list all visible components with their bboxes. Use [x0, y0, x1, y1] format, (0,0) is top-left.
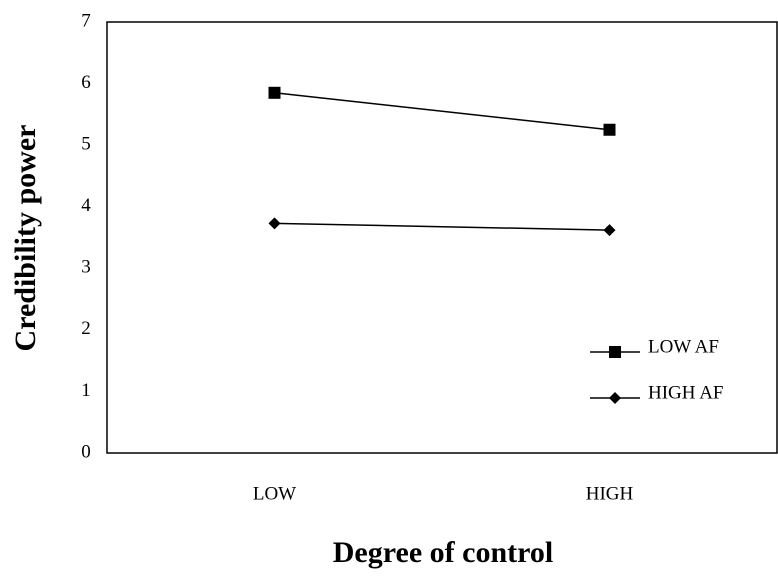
y-tick-label: 6: [81, 72, 91, 93]
y-tick-label: 4: [81, 195, 91, 216]
y-axis-title: Credibility power: [9, 125, 42, 352]
y-tick-label: 1: [81, 380, 91, 401]
legend-marker: [609, 392, 621, 404]
legend-label: HIGH AF: [648, 382, 723, 403]
plot-frame: [106, 21, 778, 454]
marker: [268, 86, 281, 99]
marker: [603, 224, 616, 237]
y-tick-label: 0: [81, 441, 91, 462]
x-axis-title: Degree of control: [333, 536, 553, 569]
legend-marker: [609, 346, 621, 358]
x-tick-label: LOW: [253, 483, 296, 504]
series-line: [274, 92, 610, 131]
marker: [603, 123, 616, 136]
series-line: [274, 222, 610, 231]
marker: [268, 217, 281, 230]
x-tick-label: HIGH: [586, 483, 634, 504]
y-tick-label: 7: [81, 10, 91, 31]
legend-label: LOW AF: [648, 336, 719, 357]
y-tick-label: 2: [81, 318, 91, 339]
y-tick-label: 3: [81, 257, 91, 278]
y-tick-label: 5: [81, 134, 91, 155]
